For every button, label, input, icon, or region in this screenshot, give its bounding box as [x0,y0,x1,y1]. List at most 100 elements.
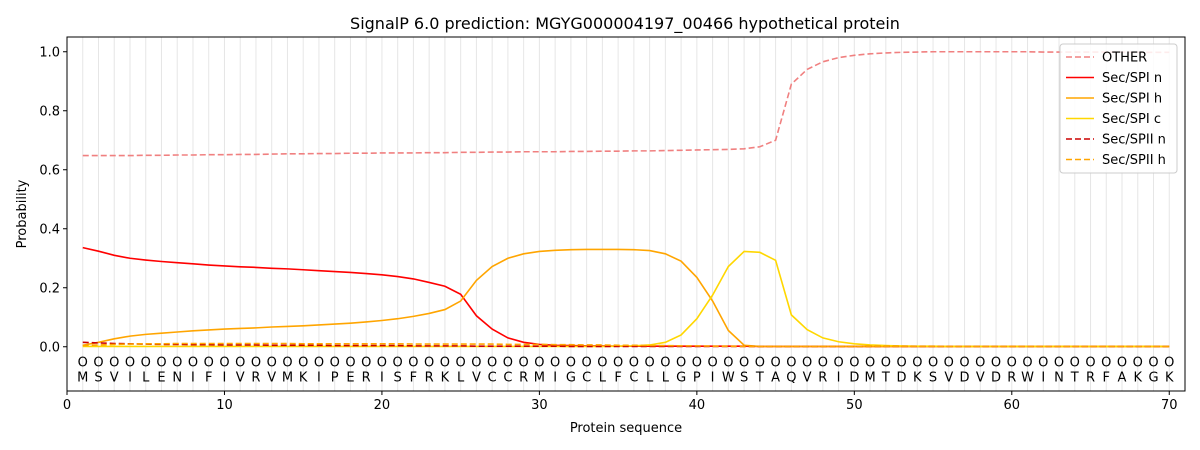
y-tick-label: 0.8 [39,104,60,119]
residue-label: R [519,370,528,385]
residue-label: T [755,370,764,385]
series-line-5 [82,342,1170,348]
region-marker: O [188,356,198,371]
legend-box [1059,43,1178,174]
x-axis-label: Protein sequence [570,421,682,436]
x-tick-label: 70 [1161,398,1178,413]
residue-label: L [599,370,607,385]
residue-label: Q [786,370,796,385]
region-marker: O [408,356,418,371]
chart-title: SignalP 6.0 prediction: MGYG000004197_00… [350,14,900,34]
residue-label: I [553,370,557,385]
residue-label: W [1021,370,1034,385]
residue-label: V [472,370,481,385]
x-tick-label: 50 [846,398,863,413]
region-marker: O [629,356,639,371]
residue-label: L [142,370,150,385]
residue-label: C [503,370,512,385]
residue-label: S [740,370,748,385]
residue-label: G [676,370,686,385]
residue-label: N [1054,370,1064,385]
region-marker: O [582,356,592,371]
region-marker: O [786,356,796,371]
residue-label: I [128,370,132,385]
region-marker: O [660,356,670,371]
series-lines [82,50,1170,348]
residue-label: W [722,370,735,385]
region-marker: O [204,356,214,371]
region-marker: O [141,356,151,371]
region-marker: O [1101,356,1111,371]
plot-area-frame [66,36,1186,392]
residue-label: V [110,370,119,385]
residue-label: R [818,370,827,385]
region-marker: O [881,356,891,371]
residue-label: V [803,370,812,385]
region-marker: O [503,356,513,371]
region-marker: O [440,356,450,371]
residue-label: F [1103,370,1110,385]
y-tick-label: 0.4 [39,222,60,237]
residue-label: R [1007,370,1016,385]
region-marker: O [361,356,371,371]
residue-label: P [693,370,701,385]
x-tick-label: 60 [1004,398,1021,413]
residue-label: M [864,370,875,385]
region-marker: O [770,356,780,371]
residue-label: D [897,370,907,385]
residue-label: F [410,370,417,385]
residue-label: N [172,370,182,385]
x-tick-label: 0 [63,398,71,413]
residue-label: L [457,370,465,385]
residue-label: R [251,370,260,385]
region-marker: O [267,356,277,371]
residue-label: T [1070,370,1079,385]
residue-label: D [991,370,1001,385]
region-marker: O [818,356,828,371]
residue-label: K [913,370,922,385]
x-tick-label: 20 [374,398,391,413]
residue-label: M [534,370,545,385]
residue-label: S [929,370,937,385]
region-marker: O [125,356,135,371]
residue-label: K [1165,370,1174,385]
region-marker: O [1070,356,1080,371]
residue-label: D [849,370,859,385]
y-tick-label: 0.0 [39,340,60,355]
region-marker: O [471,356,481,371]
residue-label: D [960,370,970,385]
x-axis-ticks: 0 10 20 30 40 50 60 70 [63,391,1178,413]
region-marker: O [723,356,733,371]
region-marker: O [739,356,749,371]
region-marker: O [928,356,938,371]
residue-label: S [94,370,102,385]
region-marker: O [645,356,655,371]
residue-label: F [205,370,212,385]
region-marker: O [755,356,765,371]
region-marker: O [251,356,261,371]
residue-label: G [1148,370,1158,385]
residue-label: K [441,370,450,385]
x-tick-label: 30 [531,398,548,413]
region-marker: O [1085,356,1095,371]
residue-label: I [1041,370,1045,385]
residue-label: K [299,370,308,385]
region-marker: O [1133,356,1143,371]
region-marker: O [282,356,292,371]
region-marker: O [93,356,103,371]
region-marker: O [676,356,686,371]
region-marker: O [314,356,324,371]
residue-label: V [944,370,953,385]
residue-label: M [282,370,293,385]
residue-label: I [711,370,715,385]
region-marker: O [959,356,969,371]
region-marker: O [912,356,922,371]
region-marker: O [550,356,560,371]
region-marker: O [1007,356,1017,371]
residue-label: R [362,370,371,385]
series-line-0 [82,50,1170,157]
region-marker: O [424,356,434,371]
legend-label: Sec/SPI c [1102,112,1161,127]
region-marker: O [802,356,812,371]
residue-label: C [582,370,591,385]
